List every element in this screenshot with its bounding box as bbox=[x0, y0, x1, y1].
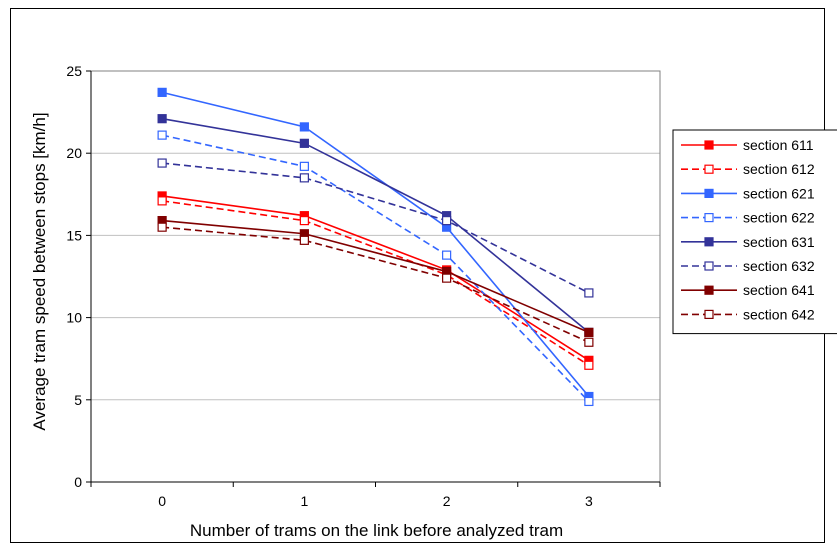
x-tick-label: 3 bbox=[585, 493, 593, 509]
legend-label: section 611 bbox=[743, 137, 814, 153]
x-tick-label: 2 bbox=[443, 493, 451, 509]
data-point bbox=[299, 161, 309, 171]
legend-label: section 612 bbox=[743, 161, 815, 177]
axes: 0 5 10 15 20 25 0 1 2 3 bbox=[66, 63, 661, 509]
data-point bbox=[584, 327, 594, 337]
data-point bbox=[157, 114, 167, 124]
series-group bbox=[157, 87, 594, 407]
legend-label: section 631 bbox=[743, 234, 815, 250]
y-tick-label: 15 bbox=[66, 227, 82, 243]
data-point bbox=[299, 122, 309, 132]
legend-marker bbox=[704, 261, 714, 271]
data-point bbox=[299, 138, 309, 148]
series-section-622 bbox=[157, 130, 594, 407]
series-section-642 bbox=[157, 222, 594, 347]
y-tick-label: 25 bbox=[66, 63, 82, 79]
legend-item: section 642 bbox=[681, 306, 815, 322]
series-section-632 bbox=[157, 158, 594, 298]
data-point bbox=[157, 130, 167, 140]
series-line bbox=[162, 162, 590, 294]
legend-marker bbox=[704, 309, 714, 319]
series-line bbox=[162, 200, 590, 366]
legend-label: section 641 bbox=[743, 282, 815, 298]
legend-item: section 632 bbox=[681, 258, 815, 274]
series-line bbox=[161, 134, 590, 403]
data-point bbox=[157, 87, 167, 97]
y-tick-label: 0 bbox=[74, 474, 82, 490]
data-point bbox=[442, 273, 452, 283]
legend-marker bbox=[704, 140, 714, 150]
legend-box bbox=[672, 129, 837, 335]
y-tick-label: 5 bbox=[74, 392, 82, 408]
legend-item: section 622 bbox=[681, 210, 815, 226]
legend: section 611 section 612 section 621 section… bbox=[672, 129, 837, 335]
x-tick-label: 1 bbox=[300, 493, 308, 509]
legend-marker bbox=[704, 285, 714, 295]
data-point bbox=[584, 360, 594, 370]
data-point bbox=[584, 288, 594, 298]
legend-item: section 631 bbox=[681, 234, 815, 250]
data-point bbox=[157, 158, 167, 168]
data-point bbox=[299, 173, 309, 183]
legend-label: section 622 bbox=[743, 210, 815, 226]
legend-item: section 641 bbox=[681, 282, 815, 298]
legend-label: section 632 bbox=[743, 258, 815, 274]
legend-item: section 621 bbox=[681, 185, 815, 201]
data-point bbox=[584, 396, 594, 407]
data-point bbox=[299, 216, 309, 226]
series-section-641 bbox=[157, 216, 594, 337]
legend-item: section 612 bbox=[681, 161, 815, 177]
series-line bbox=[162, 226, 590, 343]
y-axis-label: Average tram speed between stops [km/h] bbox=[30, 112, 49, 430]
legend-label: section 642 bbox=[743, 306, 815, 322]
x-axis-label: Number of trams on the link before analy… bbox=[190, 521, 563, 540]
y-tick-label: 20 bbox=[66, 145, 82, 161]
data-point bbox=[299, 235, 309, 245]
data-point bbox=[157, 222, 167, 232]
legend-marker bbox=[704, 237, 714, 247]
series-line bbox=[162, 219, 590, 334]
legend-label: section 621 bbox=[743, 185, 815, 201]
series-line bbox=[161, 91, 590, 398]
series-line bbox=[161, 117, 590, 334]
series-line bbox=[162, 195, 590, 362]
legend-marker bbox=[704, 164, 714, 174]
x-tick-label: 0 bbox=[158, 493, 166, 509]
series-section-621 bbox=[157, 87, 594, 402]
legend-marker bbox=[704, 188, 714, 198]
legend-marker bbox=[704, 213, 714, 223]
data-point bbox=[442, 216, 452, 226]
plot-area bbox=[90, 70, 661, 483]
y-tick-label: 10 bbox=[66, 310, 82, 326]
legend-item: section 611 bbox=[681, 137, 814, 153]
data-point bbox=[584, 337, 594, 347]
data-point bbox=[157, 196, 167, 206]
data-point bbox=[442, 250, 452, 260]
